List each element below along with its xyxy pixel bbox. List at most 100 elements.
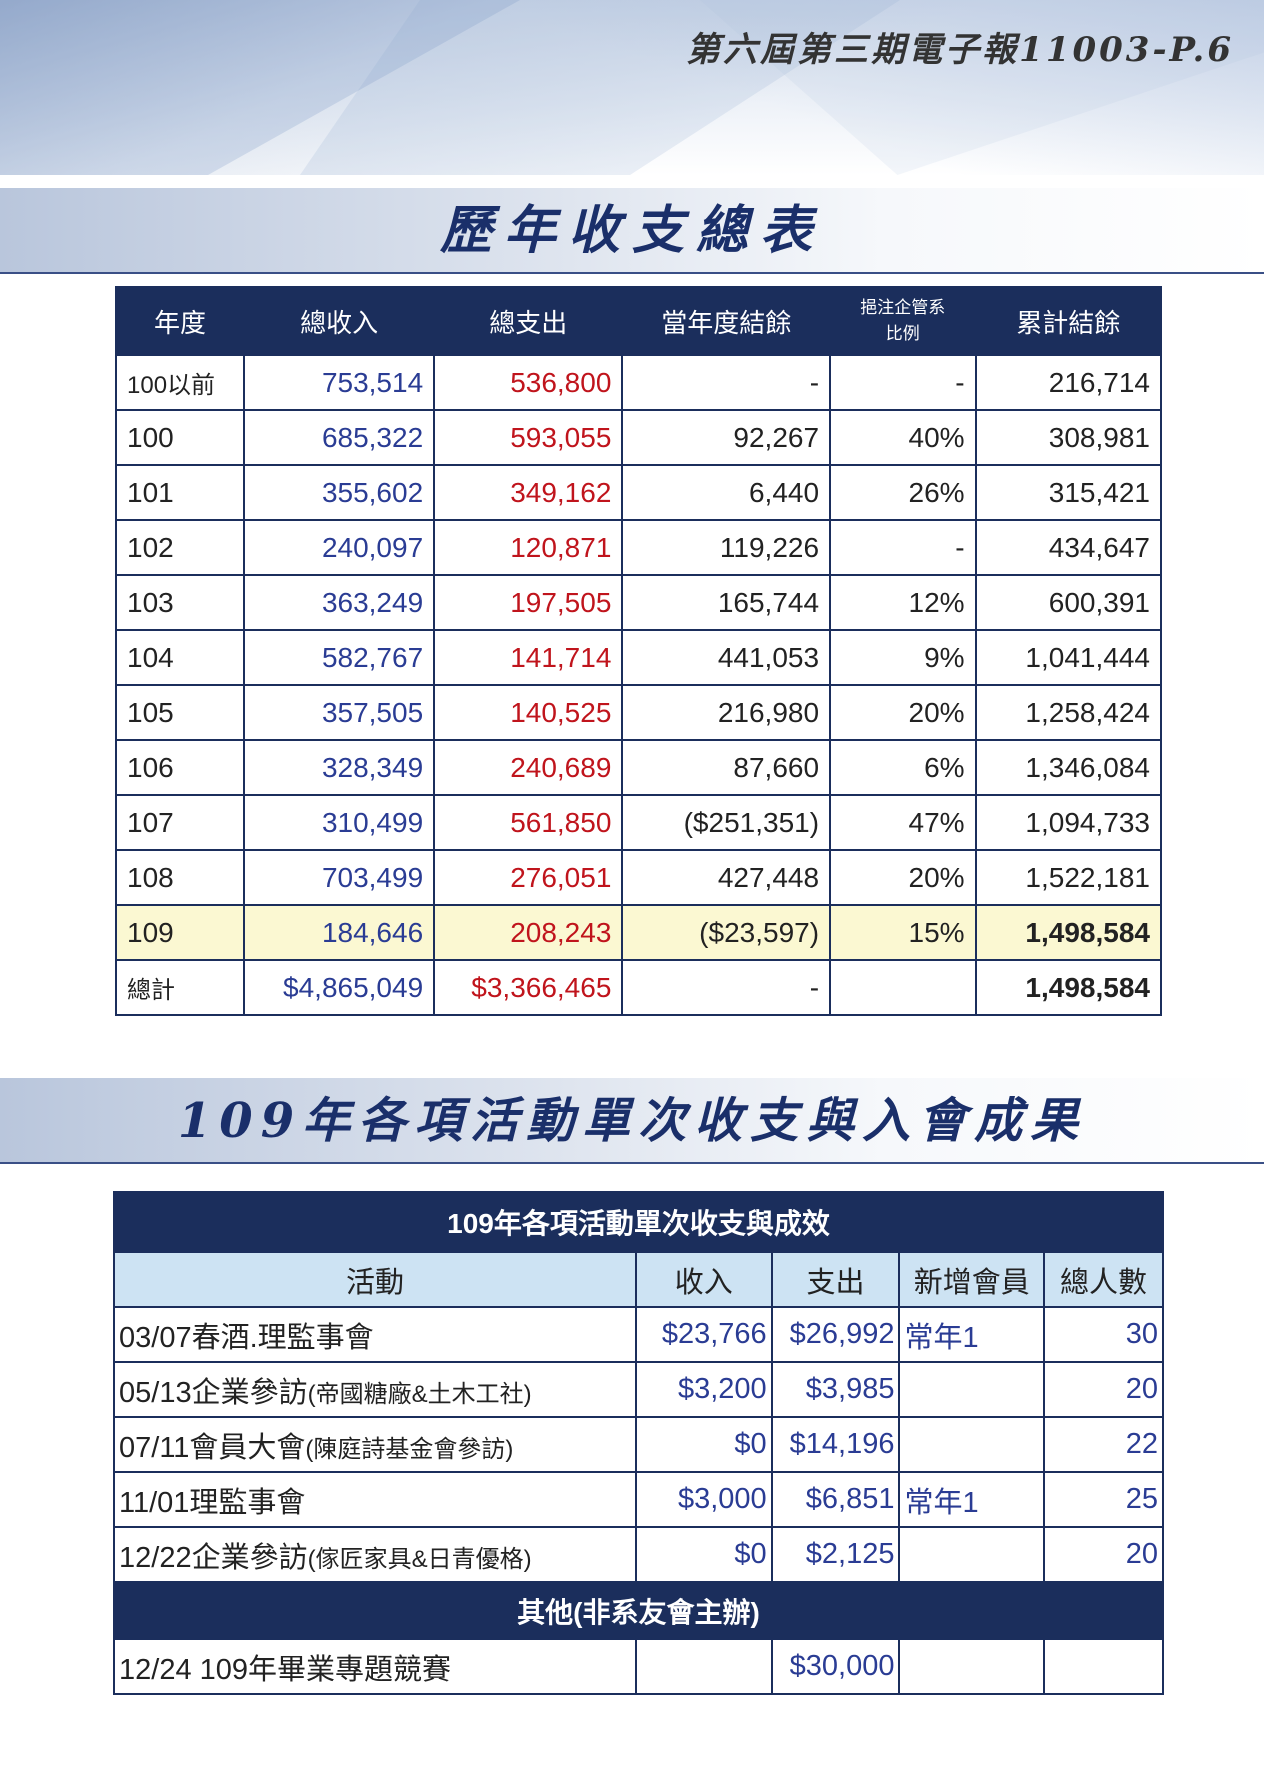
cumulative-cell: 1,498,584 [974,904,1163,961]
year-cell: 109 [114,904,246,961]
year-cell: 105 [114,684,246,741]
cumulative-cell: 308,981 [974,409,1163,466]
total-people-cell: 20 [1043,1526,1164,1583]
expense-cell: 240,689 [433,739,624,796]
header-expense: 總支出 [433,286,623,356]
summary-table: 年度 總收入 總支出 當年度結餘 挹注企管系 比例 累計結餘 100以前 753… [114,286,1163,1016]
expense-cell: 561,850 [433,794,624,851]
table-row: 12/22企業參訪(傢匠家具&日青優格) $0 $2,125 20 [113,1526,1164,1583]
balance-cell: 427,448 [621,849,832,906]
new-members-cell [898,1638,1046,1695]
new-members-cell [898,1361,1046,1418]
year-cell: 106 [114,739,246,796]
cumulative-cell: 600,391 [974,574,1163,631]
income-cell: 753,514 [243,354,436,411]
income-cell: 328,349 [243,739,436,796]
header-year: 年度 [114,286,245,356]
total-people-cell: 30 [1043,1306,1164,1363]
header-balance: 當年度結餘 [621,286,831,356]
balance-cell: ($251,351) [621,794,832,851]
table-row: 101 355,602 349,162 6,440 26% 315,421 [114,464,1163,521]
header-activity: 活動 [113,1251,637,1308]
cumulative-cell: 1,094,733 [974,794,1163,851]
header-new-members: 新增會員 [898,1251,1046,1308]
year-cell: 108 [114,849,246,906]
income-cell: 355,602 [243,464,436,521]
balance-cell: 441,053 [621,629,832,686]
activity-name: 03/07春酒.理監事會 [119,1321,374,1354]
section-band-activities [0,1078,1264,1164]
balance-cell: - [621,959,832,1016]
header-expense: 支出 [770,1251,901,1308]
ratio-cell: 9% [829,629,977,686]
total-people-cell [1043,1638,1164,1695]
cumulative-cell: 1,498,584 [974,959,1163,1016]
year-cell: 100以前 [114,354,246,411]
table-row: 102 240,097 120,871 119,226 - 434,647 [114,519,1163,576]
header-ratio-line2: 比例 [885,324,920,344]
activity-table: 109年各項活動單次收支與成效 活動 收入 支出 新增會員 總人數 03/07春… [113,1191,1164,1695]
section-band-summary [0,188,1264,274]
table-row-highlight: 109 184,646 208,243 ($23,597) 15% 1,498,… [114,904,1163,961]
ratio-cell: 20% [829,849,977,906]
activity-name: 05/13企業參訪 [119,1376,308,1409]
expense-cell: $30,000 [770,1638,901,1695]
header-income: 總收入 [243,286,435,356]
header-total-people: 總人數 [1043,1251,1164,1308]
other-section-title: 其他(非系友會主辦) [113,1581,1164,1640]
activity-cell: 11/01理監事會 [113,1471,637,1528]
ratio-cell: 12% [829,574,977,631]
ratio-cell: 40% [829,409,977,466]
cumulative-cell: 434,647 [974,519,1163,576]
ratio-cell: - [829,519,977,576]
expense-cell: $26,992 [770,1306,901,1363]
activity-note: (帝國糖廠&土木工社) [307,1380,532,1408]
income-cell: $23,766 [634,1306,773,1363]
total-people-cell: 20 [1043,1361,1164,1418]
income-cell: $3,000 [634,1471,773,1528]
expense-cell: 208,243 [433,904,624,961]
income-cell: $0 [634,1416,773,1473]
expense-cell: 197,505 [433,574,624,631]
cumulative-cell: 315,421 [974,464,1163,521]
header-income: 收入 [634,1251,773,1308]
section-title-activities: 109年各項活動單次收支與入會成果 [177,1093,1087,1149]
balance-cell: 92,267 [621,409,832,466]
activity-note: (傢匠家具&日青優格) [307,1545,532,1573]
activity-note: (陳庭詩基金會參訪) [305,1435,514,1463]
activity-cell: 12/24 109年畢業專題競賽 [113,1638,637,1695]
ratio-cell [829,959,977,1016]
ratio-cell: 47% [829,794,977,851]
expense-cell: 140,525 [433,684,624,741]
income-cell: 363,249 [243,574,436,631]
expense-cell: $14,196 [770,1416,901,1473]
income-cell: $0 [634,1526,773,1583]
activity-name: 12/22企業參訪 [119,1541,308,1574]
balance-cell: 165,744 [621,574,832,631]
table-row: 108 703,499 276,051 427,448 20% 1,522,18… [114,849,1163,906]
income-cell: 582,767 [243,629,436,686]
income-cell: 685,322 [243,409,436,466]
cumulative-cell: 216,714 [974,354,1163,411]
header-cumulative: 累計結餘 [974,286,1163,356]
table-row: 11/01理監事會 $3,000 $6,851 常年1 25 [113,1471,1164,1528]
header-ratio-line1: 挹注企管系 [860,298,946,318]
balance-cell: 216,980 [621,684,832,741]
income-cell: 310,499 [243,794,436,851]
expense-cell: $2,125 [770,1526,901,1583]
income-cell [634,1638,773,1695]
new-members-cell: 常年1 [898,1471,1046,1528]
income-cell: 240,097 [243,519,436,576]
cumulative-cell: 1,041,444 [974,629,1163,686]
table-row: 106 328,349 240,689 87,660 6% 1,346,084 [114,739,1163,796]
table-row: 05/13企業參訪(帝國糖廠&土木工社) $3,200 $3,985 20 [113,1361,1164,1418]
issue-label: 第六屆第三期電子報11003-P.6 [686,30,1234,70]
table-row: 105 357,505 140,525 216,980 20% 1,258,42… [114,684,1163,741]
activity-table-title: 109年各項活動單次收支與成效 [113,1191,1164,1253]
activity-name: 11/01理監事會 [119,1486,306,1519]
cumulative-cell: 1,522,181 [974,849,1163,906]
balance-cell: 119,226 [621,519,832,576]
activity-table-title-row: 109年各項活動單次收支與成效 [113,1191,1164,1253]
expense-cell: 349,162 [433,464,624,521]
expense-cell: $3,366,465 [433,959,624,1016]
